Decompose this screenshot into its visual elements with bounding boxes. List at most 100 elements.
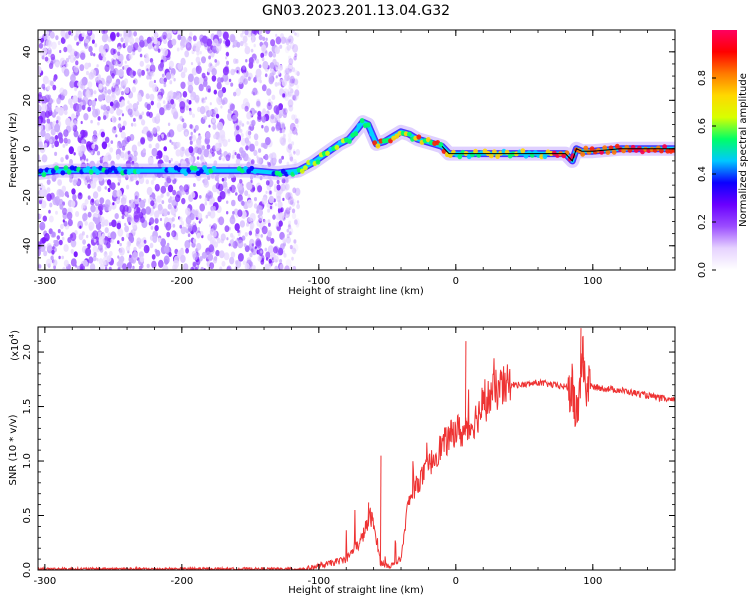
spectrogram-noise-cell <box>203 148 210 158</box>
spectrogram-noise-cell <box>292 265 297 270</box>
spectrogram-noise-cell <box>253 43 256 48</box>
spectrogram-noise-cell <box>287 143 293 150</box>
spectrogram-noise-cell <box>292 44 299 53</box>
spectrogram-noise-cell <box>98 236 105 246</box>
spectrogram-noise-cell <box>285 236 291 244</box>
spectrogram-noise-cell <box>102 56 107 62</box>
spectrogram-noise-cell <box>188 110 193 116</box>
spectrogram-noise-cell <box>88 256 94 264</box>
spectrogram-noise-cell <box>229 256 235 265</box>
spectrogram-noise-cell <box>183 263 189 270</box>
spectrogram-noise-cell <box>73 57 76 61</box>
spectrogram-noise-cell <box>199 51 202 55</box>
spectrogram-noise-cell <box>60 231 64 236</box>
spectrogram-noise-cell <box>126 184 130 190</box>
spectrogram-noise-cell <box>99 263 105 270</box>
spectrogram-noise-cell <box>85 89 91 98</box>
spectrogram-noise-cell <box>265 137 271 146</box>
spectrogram-noise-cell <box>70 200 76 208</box>
spectrogram-ridge-cell <box>303 165 308 171</box>
spectrogram-noise-cell <box>157 135 162 142</box>
spectrogram-noise-cell <box>212 223 218 231</box>
spectrogram-noise-cell <box>199 195 202 199</box>
spectrogram-noise-cell <box>225 56 228 60</box>
spectrogram-noise-cell <box>150 200 155 207</box>
spectrogram-noise-cell <box>62 89 68 97</box>
spectrogram-noise-cell <box>296 71 300 77</box>
spectrogram-noise-cell <box>70 258 77 267</box>
spectrogram-noise-cell <box>294 89 300 97</box>
spectrogram-noise-cell <box>291 127 294 131</box>
spectrogram-noise-cell <box>97 185 102 192</box>
spectrogram-noise-cell <box>124 86 130 94</box>
spectrogram-noise-cell <box>71 113 76 120</box>
spectrogram-noise-cell <box>195 56 201 64</box>
spectrogram-noise-cell <box>223 177 227 182</box>
spectrogram-noise-cell <box>265 180 270 186</box>
spectrogram-noise-cell <box>171 38 177 46</box>
spectrogram-noise-cell <box>177 34 182 41</box>
spectrogram-noise-cell <box>288 84 292 89</box>
spectrogram-noise-cell <box>291 114 296 121</box>
spectrogram-noise-cell <box>231 104 235 110</box>
spectrogram-noise-cell <box>103 251 108 258</box>
spectrogram-noise-cell <box>280 207 284 213</box>
spectrogram-noise-cell <box>194 124 199 131</box>
spectrogram-noise-cell <box>61 236 65 241</box>
spectrogram-noise-cell <box>285 192 291 201</box>
spectrogram-noise-cell <box>154 210 160 219</box>
spectrogram-noise-cell <box>145 179 149 185</box>
spectrogram-noise-cell <box>130 122 134 127</box>
spectrogram-noise-cell <box>63 46 68 53</box>
spectrogram-noise-cell <box>160 77 165 85</box>
spectrogram-noise-cell <box>242 65 246 70</box>
spectrogram-noise-cell <box>291 198 297 206</box>
spectrogram-noise-cell <box>282 197 285 201</box>
spectrogram-noise-cell <box>263 219 267 225</box>
spectrogram-noise-cell <box>185 207 191 216</box>
spectrogram-noise-cell <box>237 232 241 237</box>
spectrogram-noise-cell <box>239 220 245 228</box>
spectrogram-noise-cell <box>265 190 268 194</box>
spectrogram-ridge-cell <box>492 149 497 155</box>
spectrogram-noise-cell <box>231 214 235 220</box>
spectrogram-noise-cell <box>188 239 191 243</box>
spectrogram-noise-cell <box>222 66 229 76</box>
spectrogram-noise-cell <box>239 40 244 47</box>
spectrogram-noise-cell <box>77 145 83 154</box>
spectrogram-noise-cell <box>147 156 154 166</box>
spectrogram-noise-cell <box>51 41 57 50</box>
spectrogram-noise-cell <box>192 35 197 42</box>
spectrogram-noise-cell <box>154 225 159 232</box>
spectrogram-noise-cell <box>63 68 70 77</box>
spectrogram-noise-cell <box>55 61 60 68</box>
spectrogram-noise-cell <box>87 211 92 218</box>
spectrogram-noise-cell <box>279 259 283 264</box>
spectrogram-noise-cell <box>243 39 246 44</box>
spectrogram-noise-cell <box>148 111 153 118</box>
spectrogram-noise-cell <box>99 210 103 216</box>
spectrogram-noise-cell <box>105 95 112 104</box>
spectrogram-noise-cell <box>56 235 60 241</box>
spectrogram-noise-cell <box>120 131 126 139</box>
spectrogram-noise-cell <box>162 100 166 104</box>
spectrogram-noise-cell <box>68 146 75 155</box>
spectrogram-noise-cell <box>175 96 179 100</box>
spectrogram-noise-cell <box>173 30 177 34</box>
spectrogram-noise-cell <box>56 97 61 105</box>
spectrogram-noise-cell <box>289 78 295 87</box>
spectrogram-noise-cell <box>119 142 123 149</box>
spectrogram-noise-cell <box>289 244 293 250</box>
spectrogram-noise-cell <box>120 37 124 43</box>
spectrogram-ridge-cell <box>192 165 198 171</box>
spectrogram-noise-cell <box>244 30 249 36</box>
spectrogram-noise-cell <box>119 247 125 256</box>
spectrogram-noise-cell <box>196 50 200 56</box>
spectrogram-noise-cell <box>238 77 243 85</box>
spectrogram-noise-cell <box>291 126 298 135</box>
spectrogram-noise-cell <box>242 98 249 107</box>
spectrogram-noise-cell <box>54 123 61 133</box>
spectrogram-noise-cell <box>245 59 248 63</box>
y-tick-label: 2.0 <box>22 344 33 360</box>
spectrogram-noise-cell <box>286 44 291 51</box>
